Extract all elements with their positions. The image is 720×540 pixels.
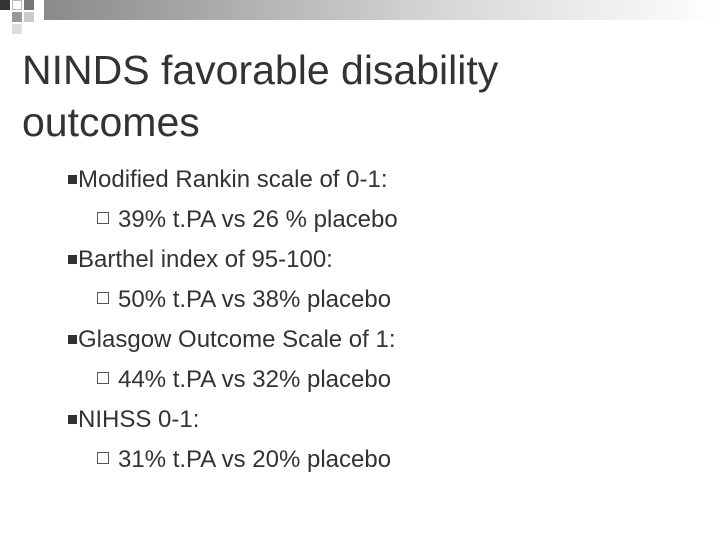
slide-title: NINDS favorable disability outcomes — [22, 47, 499, 145]
sub-bullet: 50% t.PA vs 38% placebo — [68, 280, 688, 320]
bullet: NIHSS 0-1: — [68, 400, 688, 440]
sub-bullet: 31% t.PA vs 20% placebo — [68, 440, 688, 480]
header-bar — [44, 0, 720, 20]
bullet-list: Modified Rankin scale of 0-1: 39% t.PA v… — [68, 160, 688, 480]
bullet: Glasgow Outcome Scale of 1: — [68, 320, 688, 360]
bullet: Barthel index of 95-100: — [68, 240, 688, 280]
sub-bullet: 39% t.PA vs 26 % placebo — [68, 200, 688, 240]
decoration — [0, 0, 44, 40]
sub-bullet: 44% t.PA vs 32% placebo — [68, 360, 688, 400]
bullet: Modified Rankin scale of 0-1: — [68, 160, 688, 200]
